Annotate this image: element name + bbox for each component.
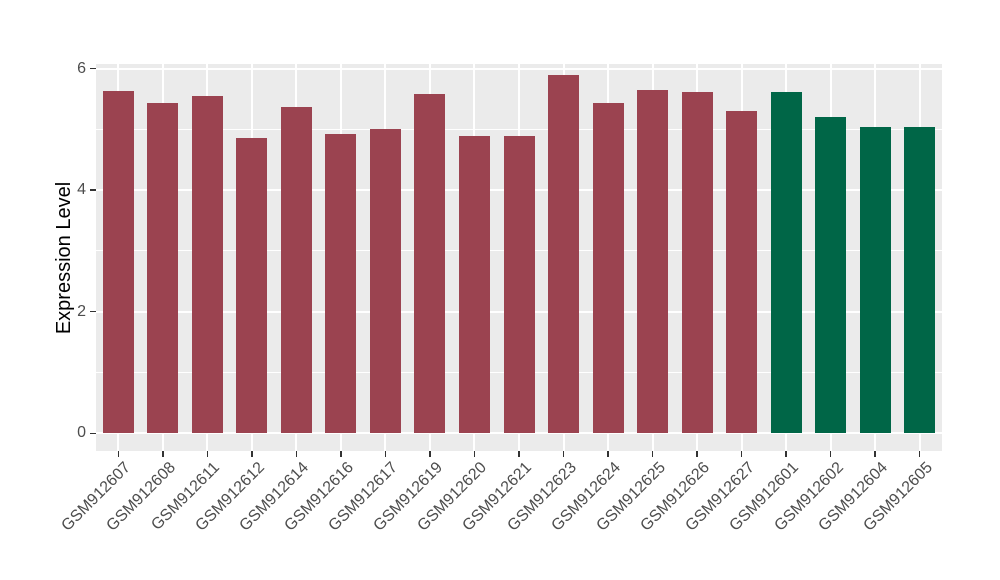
x-tick-mark bbox=[518, 451, 520, 457]
bar-GSM912608 bbox=[147, 103, 179, 434]
bar-GSM912601 bbox=[770, 92, 802, 434]
bar-GSM912626 bbox=[681, 92, 713, 434]
x-tick-mark bbox=[384, 451, 387, 457]
y-tick-label: 2 bbox=[77, 302, 86, 320]
x-tick-mark bbox=[696, 451, 698, 457]
x-tick-mark bbox=[117, 451, 119, 457]
x-tick-mark bbox=[874, 451, 876, 457]
bar-GSM912625 bbox=[637, 89, 669, 434]
y-tick-mark bbox=[90, 310, 96, 313]
bar-GSM912619 bbox=[414, 94, 446, 434]
x-tick-mark bbox=[918, 451, 921, 457]
x-tick-mark bbox=[206, 451, 209, 457]
bar-GSM912623 bbox=[548, 75, 580, 434]
bar-GSM912607 bbox=[102, 90, 134, 434]
x-tick-mark bbox=[295, 451, 298, 457]
bar-GSM912614 bbox=[280, 106, 312, 434]
x-tick-mark bbox=[829, 451, 832, 457]
y-tick-label: 4 bbox=[77, 181, 86, 199]
y-tick-mark bbox=[90, 189, 96, 191]
x-tick-mark bbox=[162, 451, 164, 457]
x-tick-mark bbox=[340, 451, 342, 457]
x-tick-mark bbox=[251, 451, 253, 457]
x-tick-mark bbox=[562, 451, 565, 457]
bar-GSM912627 bbox=[726, 111, 758, 434]
x-tick-mark bbox=[607, 451, 609, 457]
bar-GSM912616 bbox=[325, 134, 357, 434]
bar-GSM912612 bbox=[236, 138, 268, 434]
y-tick-label: 6 bbox=[77, 59, 86, 77]
bar-GSM912624 bbox=[592, 103, 624, 434]
bar-GSM912620 bbox=[458, 135, 490, 434]
y-axis-title: Expression Level bbox=[53, 181, 75, 335]
plot-panel bbox=[96, 64, 942, 451]
x-tick-mark bbox=[785, 451, 787, 457]
bar-GSM912611 bbox=[191, 96, 223, 434]
x-tick-mark bbox=[473, 451, 476, 457]
y-tick-mark bbox=[90, 432, 96, 435]
bar-GSM912604 bbox=[859, 127, 891, 434]
y-tick-mark bbox=[90, 67, 96, 70]
bar-GSM912621 bbox=[503, 135, 535, 434]
bar-GSM912602 bbox=[815, 116, 847, 434]
y-tick-label: 0 bbox=[77, 424, 86, 442]
x-tick-mark bbox=[651, 451, 654, 457]
bar-GSM912605 bbox=[904, 127, 936, 434]
x-tick-mark bbox=[740, 451, 743, 457]
x-tick-mark bbox=[429, 451, 431, 457]
bar-GSM912617 bbox=[369, 129, 401, 434]
